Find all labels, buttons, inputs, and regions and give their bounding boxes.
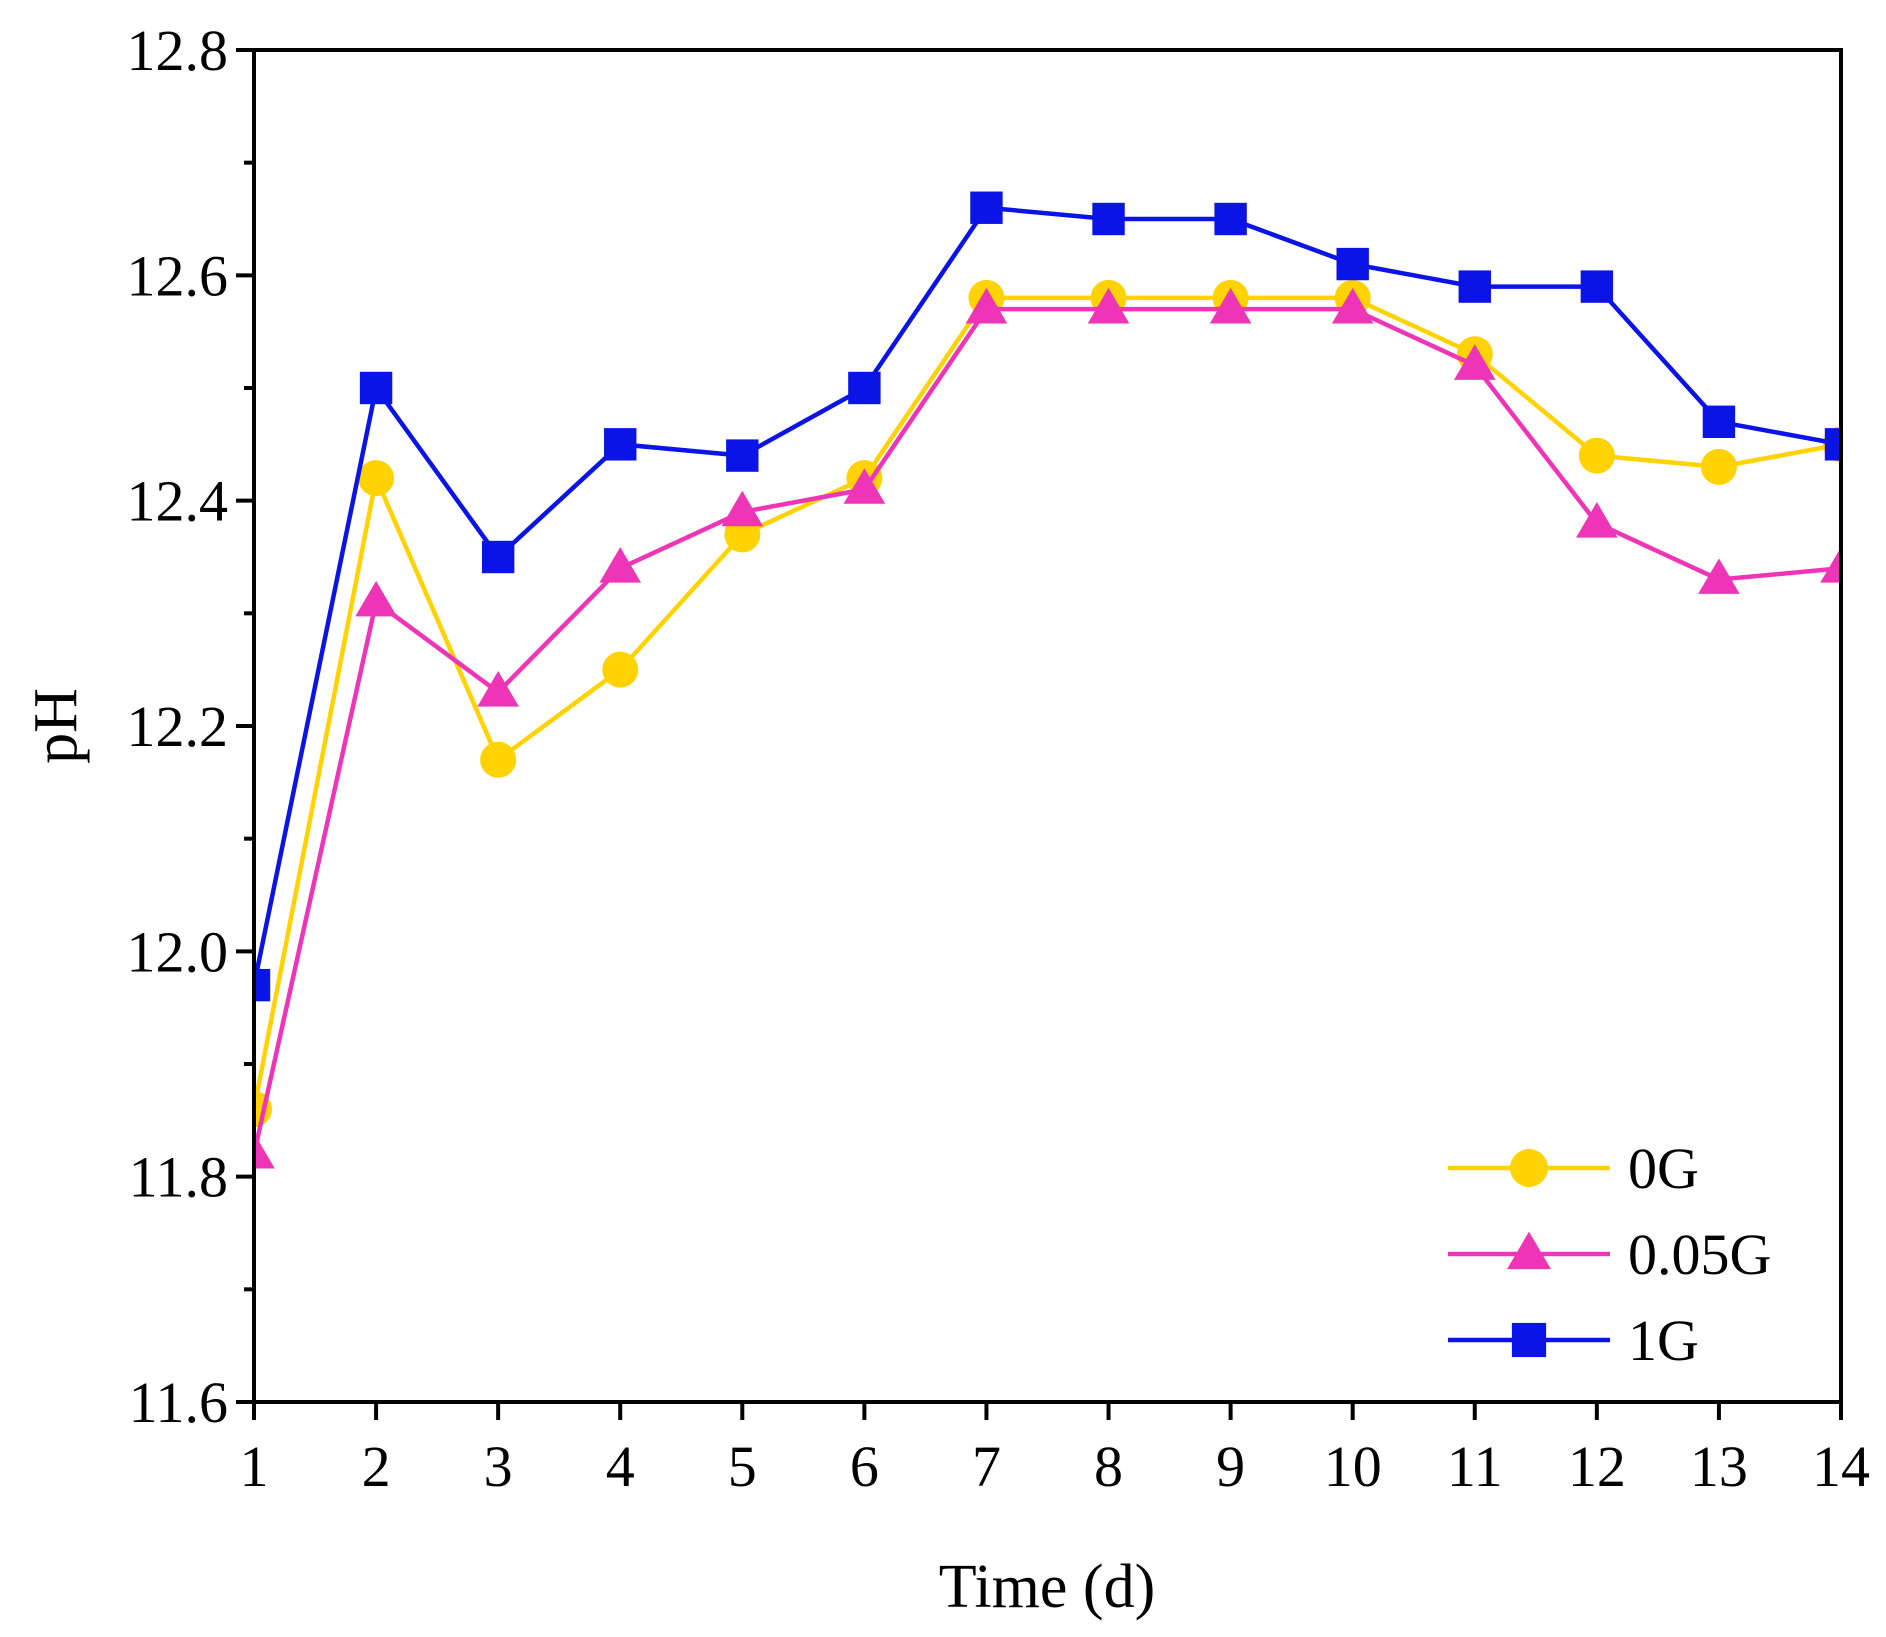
y-tick-label: 12.6 [127,243,229,308]
x-tick-label: 1 [240,1434,269,1499]
data-point-0-05g [965,287,1008,324]
axes: 1 2 3 4 5 6 7 8 9 10 11 12 13 1411.611.812.012.212.41… [127,18,1871,1499]
legend: 0G 0.05G 1G [1448,1136,1771,1373]
data-point-0g [1700,448,1737,485]
data-point-0-05g [477,670,519,707]
series-line-0g [254,295,1841,1110]
y-axis-title: pH [22,688,90,764]
series-layer [254,191,1841,1169]
data-point-1g [1092,202,1125,236]
data-point-0-05g [355,580,397,617]
data-point-1g [1702,405,1736,438]
legend-entry-1g: 1G [1448,1308,1699,1373]
x-tick-label: 14 [1812,1434,1870,1499]
x-axis-title: Time (d) [939,1553,1155,1621]
data-point-1g [1458,270,1491,303]
x-tick-label: 4 [606,1434,635,1499]
data-point-1g [604,428,637,461]
x-tick-label: 8 [1094,1434,1123,1499]
series-line-0-05g [254,306,1841,1155]
x-tick-label: 2 [362,1434,391,1499]
data-point-0-05g [843,468,886,504]
legend-entry-0g: 0G [1448,1136,1699,1201]
legend-marker-0g [1510,1149,1548,1187]
data-point-1g [1824,428,1841,461]
legend-marker-0-05g [1507,1231,1551,1270]
data-point-0g [602,651,639,688]
data-point-0-05g [1576,501,1618,538]
legend-entry-0-05g: 0.05G [1448,1222,1771,1287]
data-point-1g [1580,270,1614,303]
data-point-1g [848,371,881,405]
x-tick-label: 5 [728,1434,757,1499]
data-point-0-05g [599,547,642,583]
data-point-0g [358,460,395,497]
legend-marker-1g [1511,1322,1547,1358]
x-tick-label: 9 [1216,1434,1245,1499]
data-point-1g [254,968,271,1002]
data-point-0-05g [721,490,764,527]
x-tick-label: 13 [1690,1434,1748,1499]
data-point-0-05g [1087,287,1130,324]
data-point-0-05g [1698,558,1740,594]
x-tick-label: 12 [1568,1434,1626,1499]
data-point-1g [970,191,1003,224]
data-point-1g [359,371,393,405]
data-point-1g [1214,202,1247,236]
y-tick-label: 11.6 [129,1370,228,1435]
x-tick-label: 11 [1447,1434,1503,1499]
data-point-0-05g [1209,287,1252,324]
y-tick-label: 12.2 [127,694,229,759]
x-tick-label: 7 [972,1434,1001,1499]
data-point-0g [1578,437,1615,474]
x-tick-label: 3 [484,1434,513,1499]
y-tick-label: 11.8 [129,1145,228,1210]
legend-label: 1G [1628,1308,1699,1373]
x-tick-label: 10 [1324,1434,1382,1499]
data-point-0-05g [1820,547,1841,583]
data-point-0g [480,741,517,778]
plot-frame [252,48,1843,1404]
y-tick-label: 12.4 [127,469,229,534]
y-tick-label: 12.0 [127,919,229,984]
series-1g [254,191,1841,1002]
data-point-1g [726,439,759,472]
series-line-1g [254,205,1841,986]
legend-label: 0G [1628,1136,1699,1201]
data-point-0-05g [254,1132,275,1169]
data-point-1g [1336,247,1369,281]
y-tick-label: 12.8 [127,18,229,83]
x-tick-label: 6 [850,1434,879,1499]
data-point-1g [481,540,515,574]
data-point-0-05g [1331,287,1374,324]
legend-label: 0.05G [1628,1222,1771,1287]
series-0-05g [254,287,1841,1169]
data-point-0-05g [1453,344,1496,380]
